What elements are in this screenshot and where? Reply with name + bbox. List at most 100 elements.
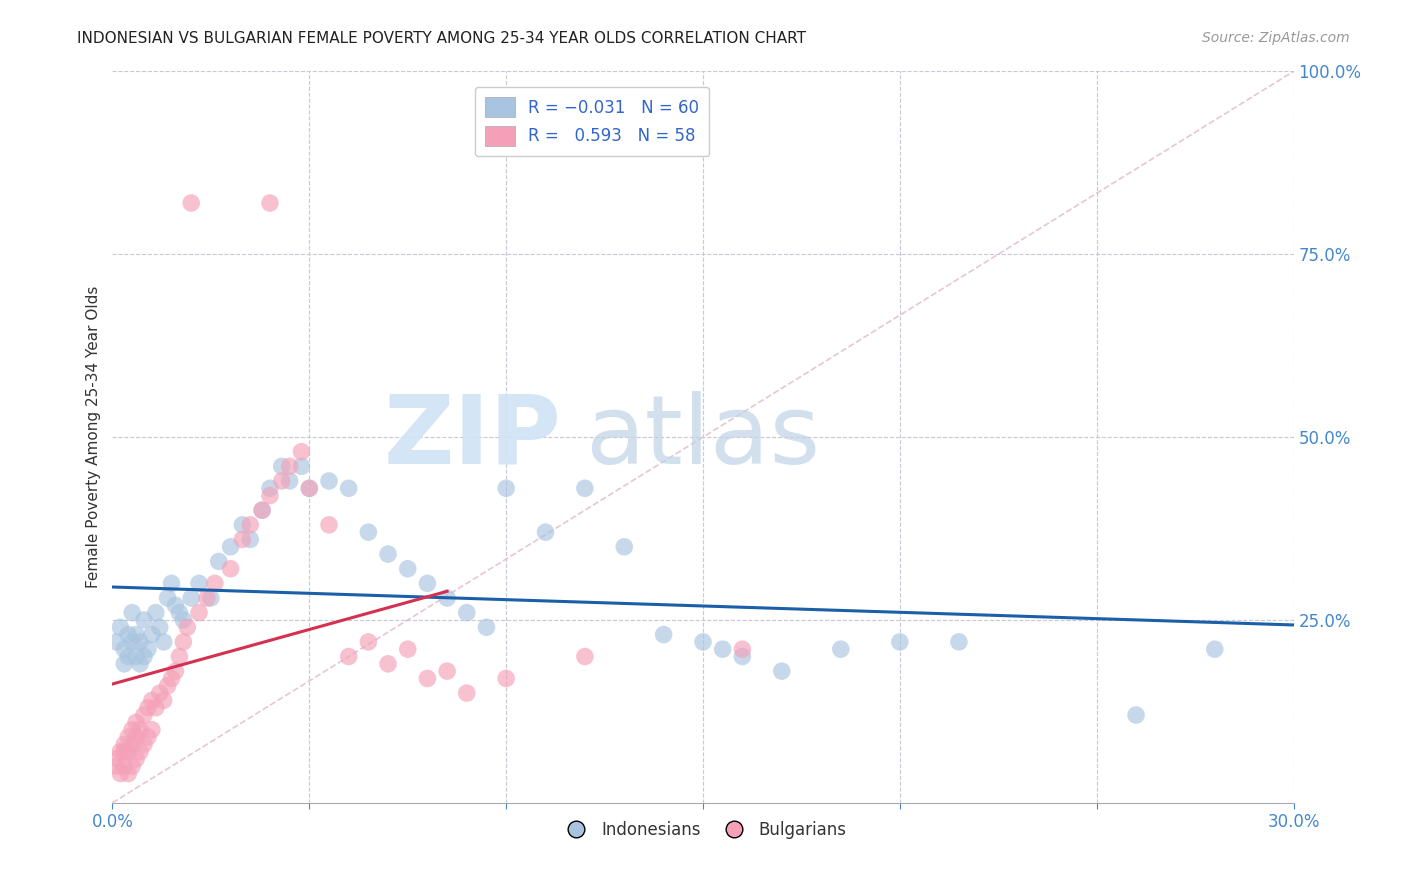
Point xyxy=(396,562,419,576)
Point xyxy=(231,517,253,532)
Point xyxy=(200,591,222,605)
Point xyxy=(165,599,187,613)
Point xyxy=(259,481,281,495)
Point xyxy=(278,459,301,474)
Point xyxy=(132,613,155,627)
Point xyxy=(169,649,191,664)
Point xyxy=(117,766,139,780)
Point xyxy=(121,723,143,737)
Point xyxy=(259,489,281,503)
Point xyxy=(188,576,211,591)
Text: Source: ZipAtlas.com: Source: ZipAtlas.com xyxy=(1202,31,1350,45)
Point xyxy=(259,196,281,211)
Point xyxy=(125,649,148,664)
Point xyxy=(105,759,128,773)
Point xyxy=(613,540,636,554)
Point xyxy=(416,576,439,591)
Point xyxy=(290,459,312,474)
Point xyxy=(574,649,596,664)
Point xyxy=(298,481,321,495)
Point xyxy=(121,606,143,620)
Point xyxy=(318,474,340,488)
Point xyxy=(176,620,198,634)
Text: atlas: atlas xyxy=(585,391,820,483)
Point xyxy=(105,752,128,766)
Point xyxy=(160,576,183,591)
Point xyxy=(152,693,174,707)
Point xyxy=(188,606,211,620)
Point xyxy=(117,627,139,641)
Point xyxy=(436,591,458,605)
Point xyxy=(239,517,262,532)
Point xyxy=(132,649,155,664)
Point xyxy=(270,474,292,488)
Point xyxy=(298,481,321,495)
Text: INDONESIAN VS BULGARIAN FEMALE POVERTY AMONG 25-34 YEAR OLDS CORRELATION CHART: INDONESIAN VS BULGARIAN FEMALE POVERTY A… xyxy=(77,31,806,46)
Point xyxy=(1204,642,1226,657)
Point xyxy=(290,444,312,458)
Point xyxy=(136,730,159,744)
Point xyxy=(1125,708,1147,723)
Legend: Indonesians, Bulgarians: Indonesians, Bulgarians xyxy=(553,814,853,846)
Point xyxy=(121,759,143,773)
Point xyxy=(377,547,399,561)
Point xyxy=(436,664,458,678)
Point xyxy=(149,686,172,700)
Point xyxy=(377,657,399,671)
Point xyxy=(574,481,596,495)
Point xyxy=(169,606,191,620)
Point xyxy=(156,591,179,605)
Point xyxy=(219,562,242,576)
Point xyxy=(145,606,167,620)
Point xyxy=(731,649,754,664)
Point xyxy=(456,606,478,620)
Y-axis label: Female Poverty Among 25-34 Year Olds: Female Poverty Among 25-34 Year Olds xyxy=(86,286,101,588)
Point xyxy=(129,723,152,737)
Point xyxy=(711,642,734,657)
Point xyxy=(125,627,148,641)
Point xyxy=(456,686,478,700)
Point xyxy=(231,533,253,547)
Point xyxy=(136,642,159,657)
Point xyxy=(105,635,128,649)
Point xyxy=(112,745,135,759)
Text: ZIP: ZIP xyxy=(384,391,561,483)
Point xyxy=(110,745,132,759)
Point xyxy=(357,525,380,540)
Point xyxy=(149,620,172,634)
Point xyxy=(132,708,155,723)
Point xyxy=(652,627,675,641)
Point xyxy=(129,657,152,671)
Point xyxy=(416,672,439,686)
Point xyxy=(110,766,132,780)
Point xyxy=(195,591,218,605)
Point xyxy=(889,635,911,649)
Point xyxy=(495,481,517,495)
Point xyxy=(204,576,226,591)
Point xyxy=(250,503,273,517)
Point xyxy=(121,737,143,751)
Point xyxy=(337,481,360,495)
Point xyxy=(948,635,970,649)
Point xyxy=(172,613,194,627)
Point xyxy=(160,672,183,686)
Point xyxy=(121,635,143,649)
Point xyxy=(357,635,380,649)
Point xyxy=(180,591,202,605)
Point xyxy=(112,737,135,751)
Point xyxy=(692,635,714,649)
Point xyxy=(534,525,557,540)
Point xyxy=(117,649,139,664)
Point xyxy=(396,642,419,657)
Point xyxy=(125,752,148,766)
Point xyxy=(132,737,155,751)
Point xyxy=(219,540,242,554)
Point xyxy=(165,664,187,678)
Point xyxy=(125,730,148,744)
Point xyxy=(112,642,135,657)
Point xyxy=(141,693,163,707)
Point xyxy=(141,723,163,737)
Point xyxy=(731,642,754,657)
Point xyxy=(770,664,793,678)
Point xyxy=(145,700,167,714)
